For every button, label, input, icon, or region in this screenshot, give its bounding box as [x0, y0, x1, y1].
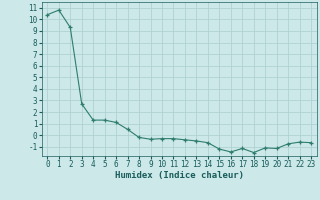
X-axis label: Humidex (Indice chaleur): Humidex (Indice chaleur): [115, 171, 244, 180]
